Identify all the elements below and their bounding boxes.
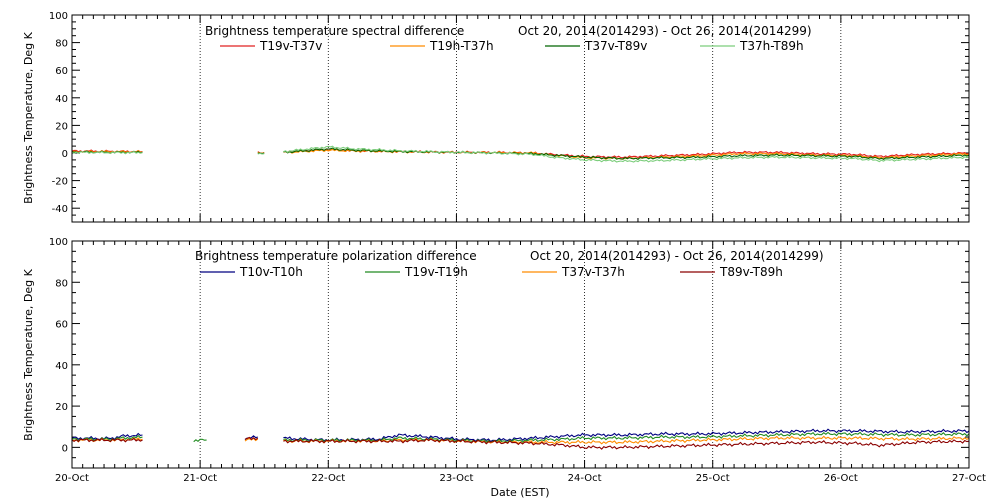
polarization-legend-label: T37v-T37h	[561, 265, 625, 279]
spectral-series-t37v-t89v-line	[283, 147, 970, 161]
polarization-series-t37v-t37h-line	[283, 435, 970, 445]
polarization-y-tick-label: 0	[62, 443, 68, 454]
polarization-legend-label: T89v-T89h	[719, 265, 783, 279]
polarization-y-axis-label: Brightness Temperature, Deg K	[22, 268, 35, 440]
spectral-y-tick-label: 20	[55, 121, 68, 132]
polarization-series-t89v-t89h-line	[283, 437, 970, 450]
polarization-legend-label: T10v-T10h	[239, 265, 303, 279]
spectral-y-tick-label: -40	[52, 204, 68, 215]
polarization-date-range: Oct 20, 2014(2014293) - Oct 26, 2014(201…	[530, 249, 824, 263]
polarization-x-tick-label: 20-Oct	[55, 473, 89, 484]
polarization-series-t89v-t89h-line	[71, 437, 143, 443]
spectral-y-tick-label: 100	[49, 11, 68, 22]
polarization-plot-frame	[71, 240, 970, 469]
spectral-series-t37h-t89h-line	[283, 145, 970, 163]
polarization-x-tick-label: 24-Oct	[568, 473, 602, 484]
polarization-series-t19v-t19h-line	[283, 431, 970, 444]
polarization-legend-label: T19v-T19h	[404, 265, 468, 279]
polarization-y-tick-label: 100	[49, 237, 68, 248]
spectral-legend-label: T19h-T37h	[429, 39, 494, 53]
polarization-x-tick-label: 26-Oct	[824, 473, 858, 484]
polarization-series-t19v-t19h-line	[193, 438, 207, 443]
polarization-x-tick-label: 22-Oct	[311, 473, 345, 484]
polarization-y-tick-label: 80	[55, 278, 68, 289]
spectral-plot-frame	[71, 14, 970, 223]
polarization-title: Brightness temperature polarization diff…	[195, 249, 477, 263]
spectral-y-tick-label: 0	[62, 149, 68, 160]
polarization-series-t10v-t10h-line	[283, 428, 970, 443]
spectral-legend-label: T37v-T89v	[584, 39, 647, 53]
polarization-x-tick-label: 21-Oct	[183, 473, 217, 484]
polarization-x-tick-label: 27-Oct	[952, 473, 986, 484]
spectral-y-tick-label: 80	[55, 39, 68, 50]
polarization-x-tick-label: 23-Oct	[439, 473, 473, 484]
polarization-y-tick-label: 60	[55, 320, 68, 331]
spectral-legend: T19v-T37v T19h-T37h T37v-T89v T37h-T89h	[220, 39, 804, 53]
spectral-date-range: Oct 20, 2014(2014293) - Oct 26, 2014(201…	[518, 24, 812, 38]
spectral-legend-label: T37h-T89h	[739, 39, 804, 53]
spectral-y-tick-label: 60	[55, 66, 68, 77]
polarization-x-tick-label: 25-Oct	[696, 473, 730, 484]
spectral-series-lines	[71, 145, 970, 163]
spectral-title: Brightness temperature spectral differen…	[205, 24, 464, 38]
polarization-y-tick-label: 20	[55, 402, 68, 413]
spectral-series-t37h-t89h-line	[71, 150, 143, 155]
polarization-y-tick-label: 40	[55, 361, 68, 372]
spectral-y-axis-label: Brightness Temperature, Deg K	[22, 31, 35, 203]
spectral-y-tick-label: 40	[55, 94, 68, 105]
spectral-legend-label: T19v-T37v	[259, 39, 322, 53]
spectral-panel: Brightness Temperature, Deg K Brightness…	[22, 11, 970, 223]
polarization-legend: T10v-T10h T19v-T19h T37v-T37h T89v-T89h	[200, 265, 783, 279]
polarization-series-t89v-t89h-line	[244, 436, 259, 441]
polarization-series-lines	[71, 428, 970, 450]
spectral-y-tick-label: -20	[52, 177, 68, 188]
spectral-series-t37h-t89h-line	[257, 152, 265, 155]
x-axis-label: Date (EST)	[490, 486, 549, 499]
polarization-panel: Brightness Temperature, Deg K Brightness…	[22, 237, 986, 499]
